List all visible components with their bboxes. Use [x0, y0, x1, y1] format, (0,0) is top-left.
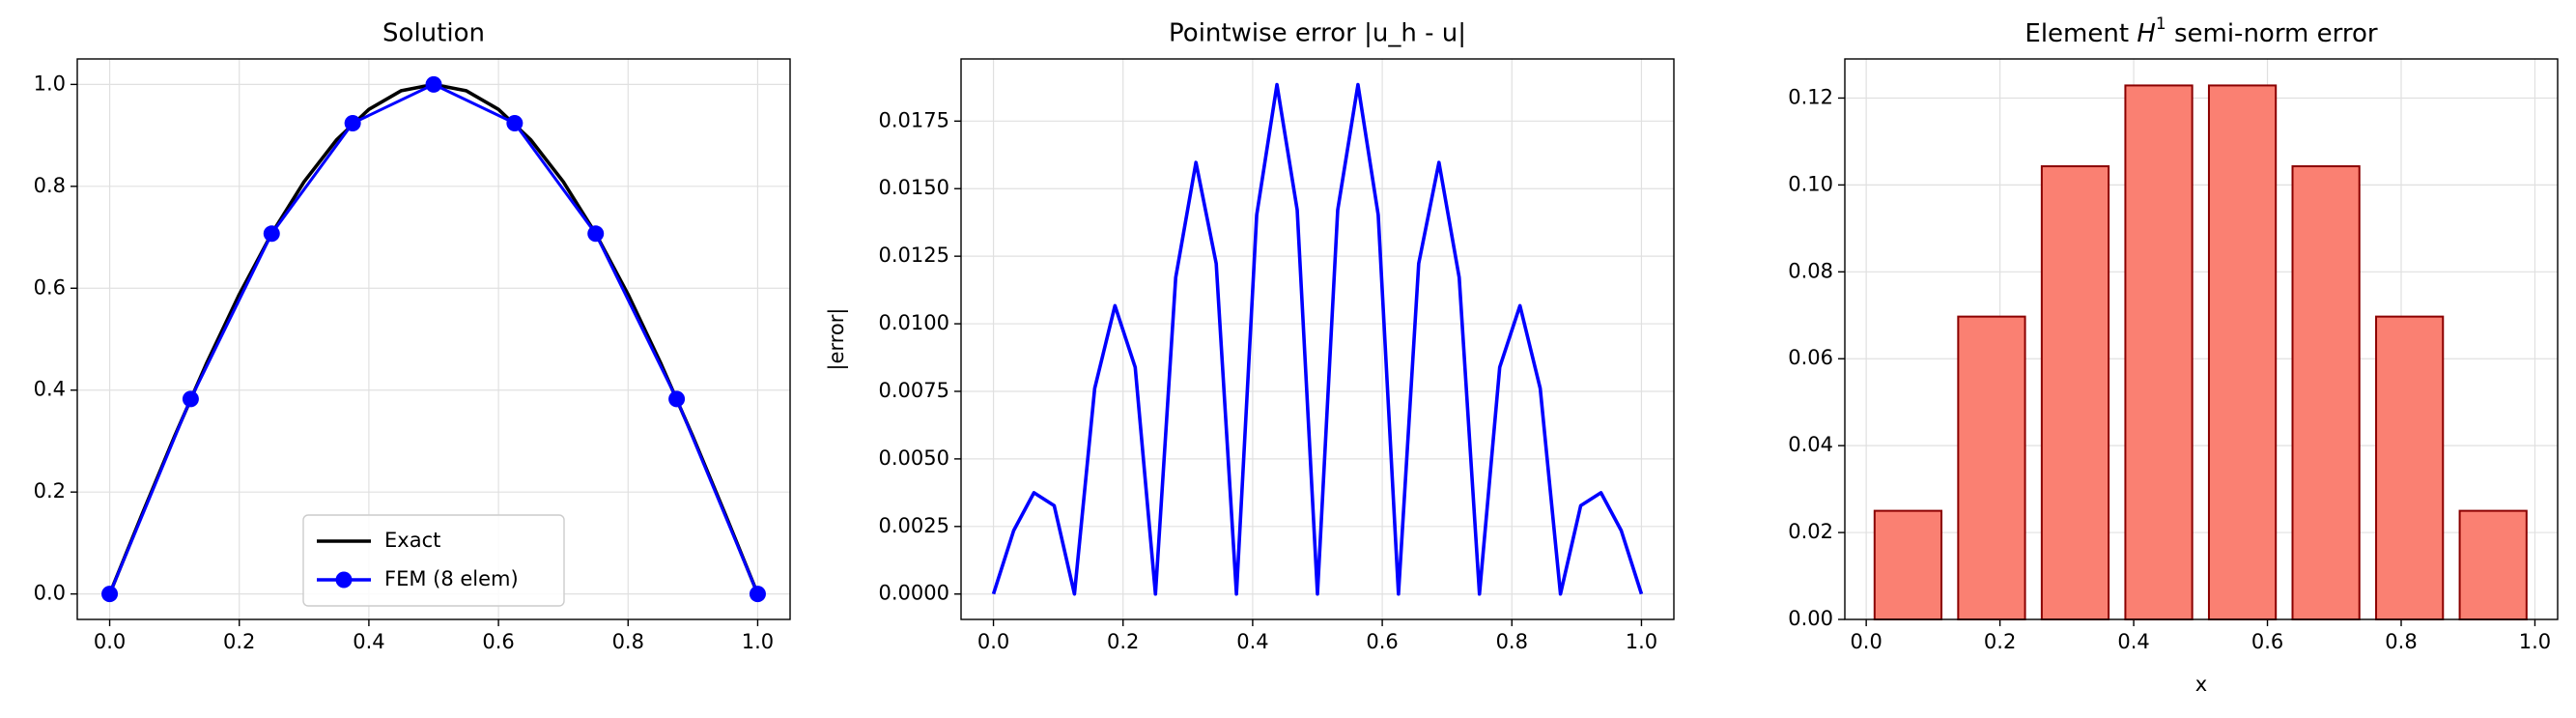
- y-tick-label: 0.0075: [879, 379, 949, 402]
- y-tick-label: 0.2: [34, 479, 66, 503]
- line-series: [991, 82, 1644, 596]
- x-tick-label: 0.8: [612, 630, 644, 653]
- y-tick-label: 0.0175: [879, 108, 949, 131]
- x-tick-label: 0.0: [1850, 630, 1882, 653]
- point-marker: [506, 114, 524, 131]
- point-marker: [587, 225, 605, 243]
- point-marker: [182, 390, 199, 408]
- y-tick-label: 0.10: [1788, 172, 1833, 195]
- y-tick-label: 0.0050: [879, 446, 949, 470]
- x-tick-label: 0.2: [1107, 630, 1139, 653]
- chart-title: Element H1 semi-norm error: [2024, 14, 2378, 48]
- x-tick-label: 0.6: [2251, 630, 2283, 653]
- y-tick-label: 0.02: [1788, 520, 1833, 543]
- axes-frame: [960, 58, 1675, 620]
- y-axis-label: |error|: [825, 308, 849, 371]
- bar: [1957, 315, 2026, 620]
- y-tick-label: 0.00: [1788, 607, 1833, 630]
- y-tick-label: 1.0: [34, 72, 66, 95]
- bar: [2375, 315, 2445, 620]
- x-tick-label: 1.0: [742, 630, 774, 653]
- x-tick-label: 1.0: [1626, 630, 1657, 653]
- bar: [1873, 509, 1943, 621]
- point-marker: [668, 390, 686, 408]
- title-part: H: [2137, 19, 2156, 48]
- bar: [2291, 165, 2361, 620]
- bar: [2458, 509, 2528, 621]
- y-tick-label: 0.06: [1788, 346, 1833, 369]
- y-tick-label: 0.12: [1788, 85, 1833, 108]
- point-marker: [263, 225, 280, 243]
- x-tick-label: 0.8: [1496, 630, 1528, 653]
- x-tick-label: 0.8: [2385, 630, 2417, 653]
- bar: [2207, 84, 2278, 621]
- point-marker: [425, 75, 442, 93]
- y-tick-label: 0.08: [1788, 259, 1833, 282]
- y-tick-label: 0.0025: [879, 514, 949, 537]
- x-tick-label: 0.6: [1366, 630, 1398, 653]
- point-marker: [101, 586, 119, 603]
- title-part: semi-norm error: [2166, 19, 2378, 48]
- x-tick-label: 0.4: [1236, 630, 1268, 653]
- x-tick-label: 0.0: [94, 630, 126, 653]
- legend-label: FEM (8 elem): [384, 567, 519, 590]
- chart-title: Pointwise error |u_h - u|: [1169, 19, 1466, 48]
- y-tick-label: 0.6: [34, 275, 66, 299]
- y-tick-label: 0.0100: [879, 311, 949, 334]
- axes-frame: [76, 58, 791, 620]
- legend-box: [302, 514, 565, 607]
- x-tick-label: 0.4: [2117, 630, 2149, 653]
- y-tick-label: 0.0150: [879, 176, 949, 199]
- y-tick-label: 0.8: [34, 174, 66, 197]
- x-tick-label: 0.6: [482, 630, 514, 653]
- x-tick-label: 0.2: [223, 630, 255, 653]
- y-tick-label: 0.04: [1788, 433, 1833, 456]
- y-tick-label: 0.0125: [879, 244, 949, 267]
- x-tick-label: 0.0: [977, 630, 1009, 653]
- point-marker: [749, 586, 766, 603]
- y-tick-label: 0.0: [34, 582, 66, 605]
- bar: [2040, 165, 2110, 620]
- point-marker: [344, 114, 361, 131]
- y-tick-label: 0.0000: [879, 582, 949, 605]
- chart-title: Solution: [382, 19, 485, 48]
- axes-frame: [1844, 58, 2559, 620]
- title-part: Element: [2024, 19, 2137, 48]
- legend-marker: [335, 571, 353, 589]
- x-tick-label: 1.0: [2519, 630, 2551, 653]
- x-tick-label: 0.4: [353, 630, 384, 653]
- legend-label: Exact: [384, 529, 440, 552]
- title-part: 1: [2156, 14, 2166, 34]
- y-tick-label: 0.4: [34, 378, 66, 401]
- x-axis-label: x: [2195, 673, 2207, 696]
- bar: [2124, 84, 2194, 621]
- x-tick-label: 0.2: [1984, 630, 2016, 653]
